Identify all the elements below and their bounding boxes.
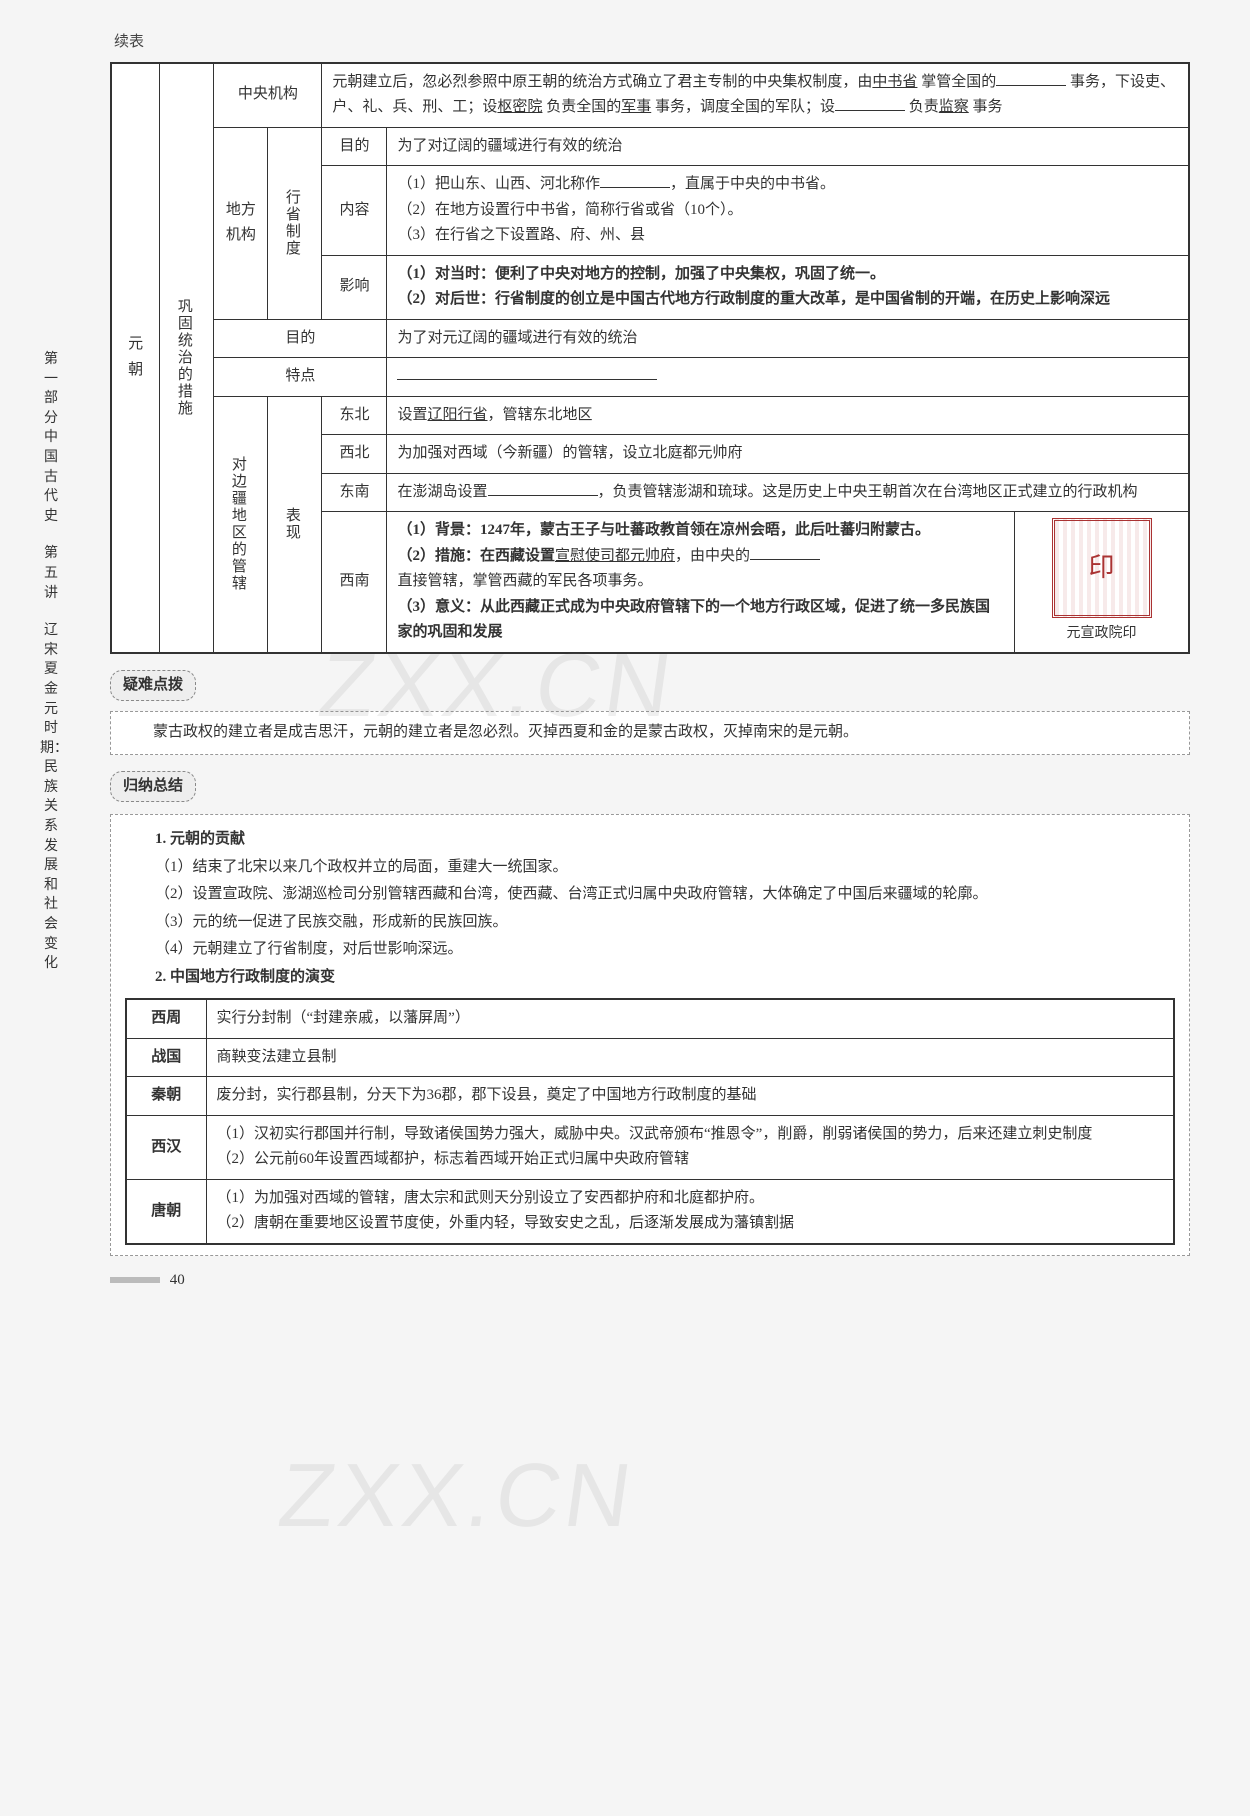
xingsheng-label: 行省制度 [278,189,304,257]
sw-label: 西南 [322,512,387,653]
table-row: 唐朝 （1）为加强对西域的管辖，唐太宗和武则天分别设立了安西都护府和北庭都护府。… [126,1179,1174,1244]
continue-label: 续表 [114,30,1190,56]
impact-text: （1）对当时：便利了中央对地方的控制，加强了中央集权，巩固了统一。 （2）对后世… [387,255,1189,319]
sum-p4: （4）元朝建立了行省制度，对后世影响深远。 [125,937,1175,963]
content-text: （1）把山东、山西、河北称作，直属于中央的中书省。 （2）在地方设置行中书省，简… [387,166,1189,256]
content-label: 内容 [322,166,387,256]
sum-h1: 1. 元朝的贡献 [125,827,1175,853]
purpose2-text: 为了对元辽阔的疆域进行有效的统治 [387,319,1189,358]
page-number: 40 [110,1268,1190,1294]
impact-label: 影响 [322,255,387,319]
table-row: 西汉 （1）汉初实行郡国并行制，导致诸侯国势力强大，威胁中央。汉武帝颁布“推恩令… [126,1115,1174,1179]
page-bar-icon [110,1277,160,1283]
side-part: 第一部分 中国古代史 [40,350,62,526]
side-topic: 辽宋夏金元时期：民族关系发展和社会变化 [40,621,62,974]
se-text: 在澎湖岛设置，负责管辖澎湖和琉球。这是历史上中央王朝首次在台湾地区正式建立的行政… [387,473,1189,512]
feature-label: 特点 [214,358,387,397]
evo-text: 废分封，实行郡县制，分天下为36郡，郡下设县，奠定了中国地方行政制度的基础 [206,1077,1174,1116]
central-label: 中央机构 [214,63,322,128]
evo-label: 秦朝 [126,1077,206,1116]
table-row: 秦朝 废分封，实行郡县制，分天下为36郡，郡下设县，奠定了中国地方行政制度的基础 [126,1077,1174,1116]
nw-label: 西北 [322,435,387,474]
sum-p2: （2）设置宣政院、澎湖巡检司分别管辖西藏和台湾，使西藏、台湾正式归属中央政府管辖… [125,882,1175,908]
evo-label: 西周 [126,999,206,1038]
evo-label: 战国 [126,1038,206,1077]
seal-image: 印 [1052,518,1152,618]
sw-text: （1）背景：1247年，蒙古王子与吐蕃政教首领在凉州会晤，此后吐蕃归附蒙古。 （… [387,512,1015,653]
side-section: 第五讲 [40,544,62,603]
col-measures: 巩固统治的措施 [170,298,196,417]
evolution-table: 西周 实行分封制（“封建亲戚，以藩屏周”） 战国 商鞅变法建立县制 秦朝 废分封… [125,998,1175,1245]
hint-text: 蒙古政权的建立者是成吉思汗，元朝的建立者是忽必烈。灭掉西夏和金的是蒙古政权，灭掉… [123,720,858,746]
main-table: 元朝 巩固统治的措施 中央机构 元朝建立后，忽必烈参照中原王朝的统治方式确立了君… [110,62,1190,654]
summary-header: 归纳总结 [110,771,196,803]
evo-label: 西汉 [126,1115,206,1179]
feature-blank [387,358,1189,397]
ne-text: 设置辽阳行省，管辖东北地区 [387,396,1189,435]
nw-text: 为加强对西域（今新疆）的管辖，设立北庭都元帅府 [387,435,1189,474]
hint-box: 蒙古政权的建立者是成吉思汗，元朝的建立者是忽必烈。灭掉西夏和金的是蒙古政权，灭掉… [110,711,1190,755]
table-row: 西周 实行分封制（“封建亲戚，以藩屏周”） [126,999,1174,1038]
sum-p1: （1）结束了北宋以来几个政权并立的局面，重建大一统国家。 [125,855,1175,881]
seal-cell: 印 元宣政院印 [1015,512,1189,653]
local-label: 地方机构 [214,127,268,319]
biaoxian-label: 表现 [278,507,304,541]
evo-label: 唐朝 [126,1179,206,1244]
table-row: 战国 商鞅变法建立县制 [126,1038,1174,1077]
summary-box: 1. 元朝的贡献 （1）结束了北宋以来几个政权并立的局面，重建大一统国家。 （2… [110,814,1190,1256]
evo-text: 商鞅变法建立县制 [206,1038,1174,1077]
purpose2-label: 目的 [214,319,387,358]
evo-text: （1）为加强对西域的管辖，唐太宗和武则天分别设立了安西都护府和北庭都护府。 （2… [206,1179,1174,1244]
central-text: 元朝建立后，忽必烈参照中原王朝的统治方式确立了君主专制的中央集权制度，由中书省 … [322,63,1189,128]
col-dynasty: 元朝 [111,63,160,653]
evo-text: （1）汉初实行郡国并行制，导致诸侯国势力强大，威胁中央。汉武帝颁布“推恩令”，削… [206,1115,1174,1179]
side-label: 第一部分 中国古代史 第五讲 辽宋夏金元时期：民族关系发展和社会变化 [40,350,62,974]
se-label: 东南 [322,473,387,512]
purpose-label: 目的 [322,127,387,166]
border-label: 对边疆地区的管辖 [224,456,250,592]
ne-label: 东北 [322,396,387,435]
sum-p3: （3）元的统一促进了民族交融，形成新的民族回族。 [125,910,1175,936]
evo-text: 实行分封制（“封建亲戚，以藩屏周”） [206,999,1174,1038]
seal-caption: 元宣政院印 [1025,622,1178,646]
hint-header: 疑难点拨 [110,670,196,702]
purpose-text: 为了对辽阔的疆域进行有效的统治 [387,127,1189,166]
watermark: ZXX.CN [269,1420,645,1573]
sum-h2: 2. 中国地方行政制度的演变 [125,965,1175,991]
